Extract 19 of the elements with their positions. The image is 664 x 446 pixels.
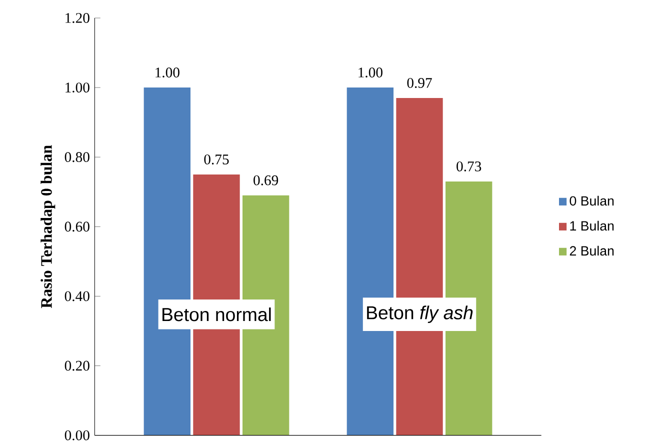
y-tick-label: 0.40 xyxy=(64,291,90,302)
data-label: 1.00 xyxy=(358,68,382,78)
data-label: 0.75 xyxy=(204,154,229,164)
legend-label: 0 Bulan xyxy=(570,196,614,206)
y-tick-label: 0.80 xyxy=(64,152,90,162)
legend-label: 1 Bulan xyxy=(570,220,614,231)
y-tick-label: 1.00 xyxy=(66,82,90,93)
y-tick-label: 1.20 xyxy=(66,13,90,23)
data-label: 1.00 xyxy=(156,68,180,78)
y-axis-title: Rasio Terhadap 0 bulan xyxy=(40,145,56,308)
x-tick-label: Beton fly ash xyxy=(367,306,473,324)
data-label: 0.97 xyxy=(407,78,432,88)
y-tick-label: 0.60 xyxy=(64,222,90,232)
y-tick-label: 0.00 xyxy=(64,430,90,440)
data-label: 0.73 xyxy=(456,161,482,172)
data-label: 0.69 xyxy=(254,175,278,186)
x-tick-label: Beton normal xyxy=(162,307,271,322)
y-tick-label: 0.20 xyxy=(64,360,90,371)
legend-label: 2 Bulan xyxy=(570,246,614,256)
